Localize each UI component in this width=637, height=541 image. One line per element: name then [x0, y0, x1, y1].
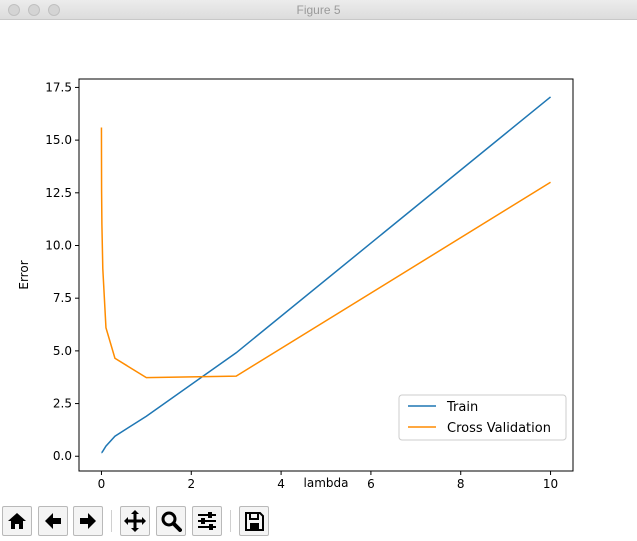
x-tick-label: 4: [277, 477, 285, 491]
toolbar-separator: [111, 510, 112, 532]
pan-button[interactable]: [120, 506, 150, 536]
line-chart[interactable]: 0 2 4 6 8 10 0.0 2.5 5.0 7.5 10.0 12.5 15.0 17.5 lam…: [0, 20, 637, 502]
y-tick-label: 0.0: [53, 449, 72, 463]
navigation-toolbar: [0, 502, 637, 541]
legend-label-train: Train: [446, 400, 478, 415]
forward-button[interactable]: [73, 506, 103, 536]
figure-canvas[interactable]: 0 2 4 6 8 10 0.0 2.5 5.0 7.5 10.0 12.5 15.0 17.5 lam…: [0, 20, 637, 502]
series-line-train: [101, 96, 552, 454]
zoom-button[interactable]: [156, 506, 186, 536]
legend-box: [398, 394, 567, 441]
window-titlebar: Figure 5: [0, 0, 637, 20]
y-tick-label: 15.0: [45, 133, 72, 147]
sliders-icon: [198, 512, 216, 530]
series-line-cross-validation: [100, 127, 551, 379]
zoom-window-button[interactable]: [48, 4, 60, 16]
x-tick-label: 2: [187, 477, 195, 491]
arrow-right-icon: [80, 513, 96, 529]
y-tick-label: 17.5: [45, 80, 72, 94]
y-tick-label: 7.5: [53, 291, 72, 305]
close-window-button[interactable]: [8, 4, 20, 16]
y-axis-label: Error: [17, 260, 31, 289]
x-tick-label: 10: [543, 477, 558, 491]
y-tick-label: 12.5: [45, 186, 72, 200]
y-tick-label: 10.0: [45, 238, 72, 252]
move-icon: [124, 510, 146, 532]
minimize-window-button[interactable]: [28, 4, 40, 16]
window-title: Figure 5: [296, 3, 341, 17]
x-tick-label: 8: [457, 477, 465, 491]
magnifier-icon: [161, 511, 182, 532]
legend-label-cross-validation: Cross Validation: [447, 421, 551, 436]
axes-frame: [78, 78, 574, 472]
x-axis-label: lambda: [304, 476, 349, 490]
y-tick-label: 5.0: [53, 344, 72, 358]
configure-subplots-button[interactable]: [192, 506, 222, 536]
y-tick-label: 2.5: [53, 397, 72, 411]
arrow-left-icon: [45, 513, 61, 529]
x-tick-label: 6: [367, 477, 375, 491]
x-tick-label: 0: [98, 477, 106, 491]
back-button[interactable]: [38, 506, 68, 536]
save-button[interactable]: [239, 506, 269, 536]
legend: Train Cross Validation: [398, 394, 567, 441]
floppy-disk-icon: [245, 512, 264, 531]
home-button[interactable]: [2, 506, 32, 536]
toolbar-separator: [230, 510, 231, 532]
home-icon: [8, 513, 26, 529]
